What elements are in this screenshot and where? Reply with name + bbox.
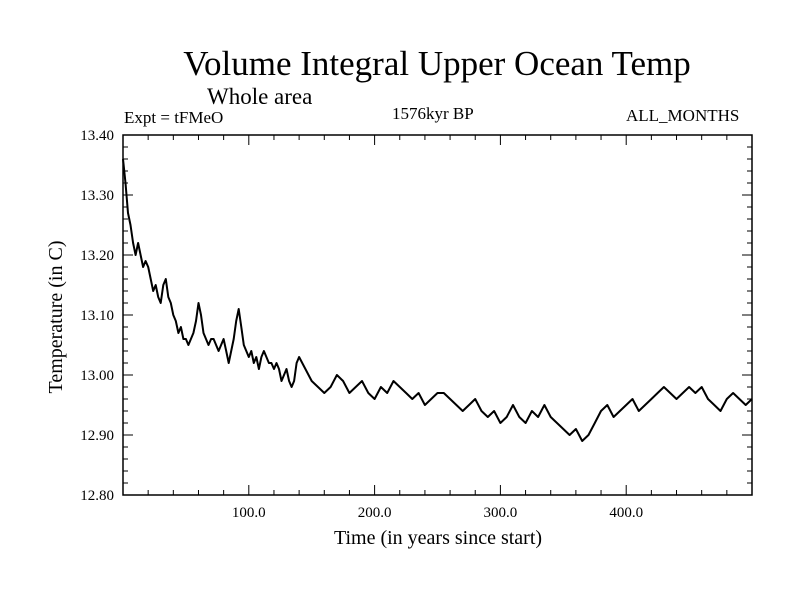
- tick-labels: 100.0 200.0 300.0 400.0 12.80 12.90 13.00 13.10…: [80, 128, 643, 521]
- y-tick-label: 13.10: [80, 308, 114, 324]
- chart-subtitle: Whole area: [207, 84, 313, 109]
- y-tick-label: 13.00: [80, 368, 114, 384]
- x-tick-label: 400.0: [609, 505, 643, 521]
- y-tick-label: 12.90: [80, 428, 114, 444]
- x-axis-label: Time (in years since start): [334, 527, 542, 549]
- y-tick-label: 13.30: [80, 188, 114, 204]
- months-label: ALL_MONTHS: [626, 106, 740, 125]
- axes: [122, 134, 753, 496]
- chart-title: Volume Integral Upper Ocean Temp: [183, 44, 691, 83]
- x-tick-label: 300.0: [484, 505, 518, 521]
- period-label: 1576kyr BP: [392, 104, 474, 123]
- y-tick-label: 13.40: [80, 128, 114, 144]
- ticks: [123, 135, 752, 495]
- y-tick-label: 13.20: [80, 248, 114, 264]
- y-tick-label: 12.80: [80, 488, 114, 504]
- experiment-label: Expt = tFMeO: [124, 108, 224, 127]
- y-axis-label: Temperature (in C): [45, 241, 67, 394]
- x-tick-label: 200.0: [358, 505, 392, 521]
- temperature-series-line: [122, 158, 753, 442]
- x-tick-label: 100.0: [232, 505, 266, 521]
- plot-frame: [122, 134, 753, 496]
